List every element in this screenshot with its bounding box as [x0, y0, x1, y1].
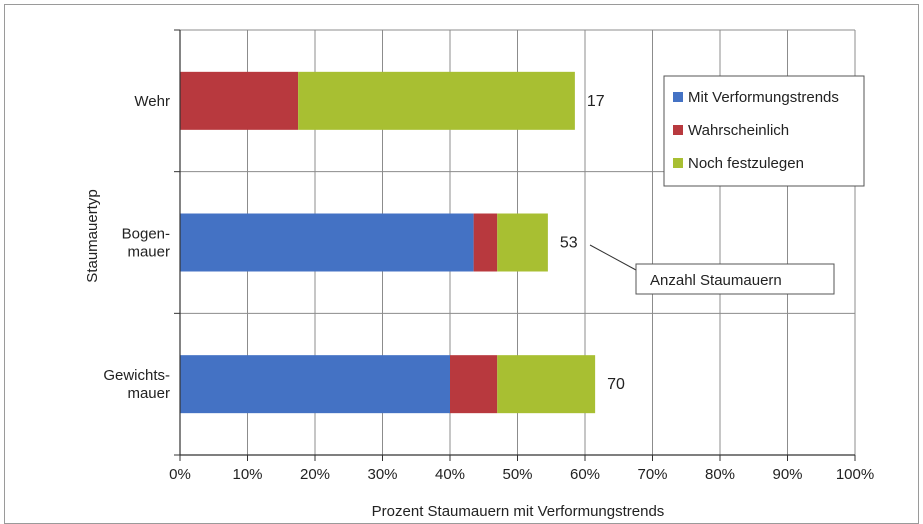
x-tick-label: 70% [637, 466, 667, 483]
labels-layer: 0% 10% 20% 30% 40% 50% 60% 70% 80% 90% 100% 17 Wehr 5… [103, 93, 874, 483]
bar-segment [180, 213, 474, 272]
bar-segment [497, 355, 596, 414]
x-tick-label: 80% [705, 466, 735, 483]
legend-swatch [673, 92, 683, 102]
bar-segment [497, 213, 548, 272]
category-label-line: Wehr [134, 93, 170, 110]
x-tick-label: 30% [367, 466, 397, 483]
x-tick-label: 10% [232, 466, 262, 483]
x-tick-label: 40% [435, 466, 465, 483]
category-label-line: Gewichts- [103, 367, 170, 384]
x-tick-label: 50% [502, 466, 532, 483]
legend-swatch [673, 125, 683, 135]
legend-label: Mit Verformungstrends [688, 89, 839, 106]
legend-swatch [673, 158, 683, 168]
legend: Mit Verformungstrends Wahrscheinlich Noch … [663, 75, 865, 187]
bar-segment [473, 213, 498, 272]
x-axis-title: Prozent Staumauern mit Verformungstrends [372, 503, 665, 520]
annotation-text: Anzahl Staumauern [650, 272, 782, 289]
x-tick-label: 60% [570, 466, 600, 483]
bar-count-label: 53 [560, 235, 578, 252]
category-label-line: Bogen- [122, 226, 170, 243]
legend-label: Wahrscheinlich [688, 122, 789, 139]
bars-layer [180, 71, 596, 414]
category-label: Wehr [134, 93, 170, 110]
category-label-line: mauer [127, 244, 170, 261]
annotation-leader-line [589, 244, 637, 271]
bar-segment [180, 355, 450, 414]
bar-segment [298, 71, 575, 130]
annotation-callout: Anzahl Staumauern [589, 244, 835, 295]
axes-layer [174, 29, 856, 461]
x-tick-label: 100% [836, 466, 874, 483]
legend-box [663, 75, 865, 187]
y-axis-title: Staumauertyp [84, 189, 101, 282]
bar-count-label: 17 [587, 93, 605, 110]
x-tick-label: 20% [300, 466, 330, 483]
bar-segment [180, 71, 299, 130]
category-label: Gewichts-mauer [103, 367, 170, 402]
annotation-box [635, 263, 835, 295]
category-label-line: mauer [127, 385, 170, 402]
x-tick-label: 0% [169, 466, 191, 483]
bar-count-label: 70 [607, 376, 625, 393]
category-label: Bogen-mauer [122, 226, 170, 261]
legend-label: Noch festzulegen [688, 155, 804, 172]
x-tick-label: 90% [772, 466, 802, 483]
bar-segment [450, 355, 498, 414]
